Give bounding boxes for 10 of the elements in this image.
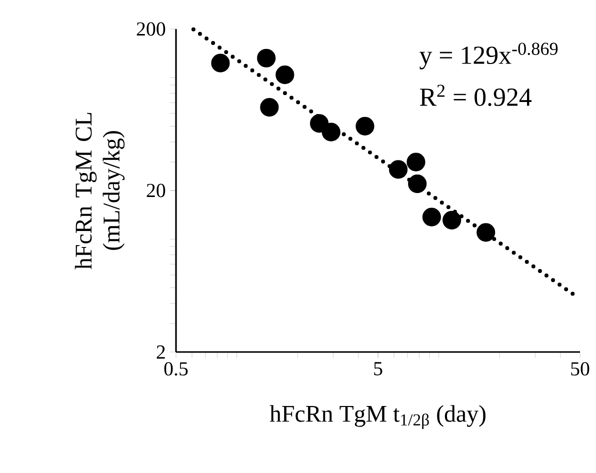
x-tick-label: 0.5 [164, 362, 188, 376]
x-tick-label: 5 [374, 362, 382, 376]
annotation: y = 129x$^{-0.869}$ [420, 42, 558, 70]
y-tick-label: 20 [146, 184, 166, 198]
x-axis-title: hFcRn TgM t$_{1/2β}$ (day) [270, 405, 486, 429]
x-tick-label: 50 [571, 362, 590, 376]
y-tick-label: 2 [156, 345, 165, 359]
annotation: R$^{2}$ = 0.924 [420, 84, 532, 106]
y-tick-label: 200 [136, 22, 166, 36]
y-axis-title: hFcRn TgM CL (mL/day/kg) [74, 112, 125, 270]
